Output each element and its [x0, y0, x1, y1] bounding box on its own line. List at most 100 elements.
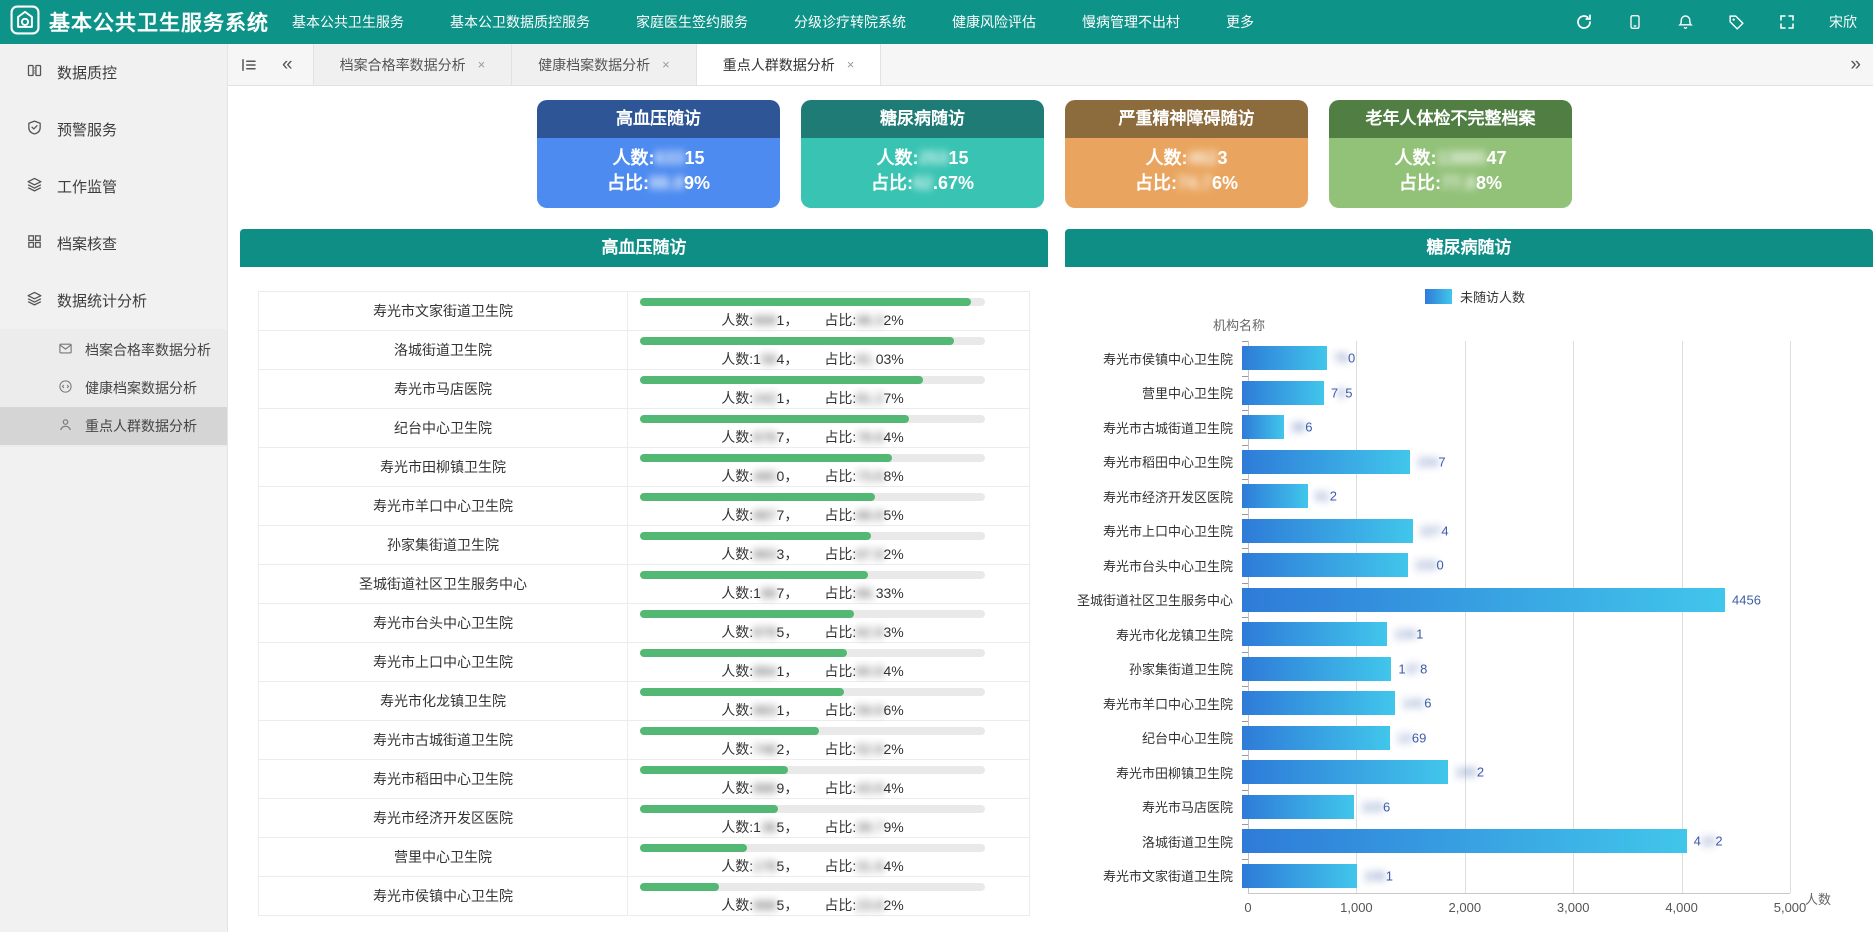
sidebar-subitem-label: 重点人群数据分析 — [85, 418, 197, 434]
row-values: 人数:4800， 占比:73.88% — [627, 448, 1029, 486]
tab-2[interactable]: 健康档案数据分析 × — [512, 44, 697, 85]
value-text: 2% — [883, 741, 904, 757]
scroll-tabs-left-icon[interactable]: « — [282, 53, 293, 75]
chart-category-label: 寿光市化龙镇卫生院 — [1115, 627, 1233, 643]
mobile-icon[interactable] — [1627, 13, 1643, 31]
chart-bar — [1242, 415, 1284, 439]
blurred-value: 62 — [912, 173, 933, 193]
value-text: 7 — [1330, 385, 1339, 401]
bell-icon[interactable] — [1677, 13, 1694, 31]
list-row: 孙家集街道卫生院 人数:8833， 占比:67.82% — [259, 526, 1029, 565]
row-stats-text: 人数:8785， 占比:62.83% — [721, 624, 904, 640]
tab-3[interactable]: 重点人群数据分析 × — [696, 44, 882, 85]
row-values: 人数:1584， 占比:91.03% — [627, 331, 1029, 369]
chart-bar-area: 4456 — [1242, 583, 1784, 618]
work-supervision-icon — [26, 176, 43, 197]
sidebar-item-2[interactable]: 预警服务 — [0, 101, 227, 158]
progress-fill — [640, 883, 720, 891]
tab-close-icon[interactable]: × — [477, 57, 486, 72]
chart-legend[interactable]: 未随访人数 — [1425, 287, 1525, 306]
list-row: 寿光市马店医院 人数:2421， 占比:81.27% — [259, 370, 1029, 409]
header-actions: 宋欣 — [1575, 12, 1873, 32]
blurred-value: 868 — [753, 312, 777, 328]
hospital-name: 寿光市古城街道卫生院 — [373, 732, 513, 748]
hospital-name: 营里中心卫生院 — [394, 849, 492, 865]
nav-item-5[interactable]: 健康风险评估 — [952, 14, 1036, 30]
blurred-value: 13 — [1397, 730, 1412, 746]
chart-bar — [1242, 553, 1408, 577]
nav-item-3[interactable]: 家庭医生签约服务 — [636, 14, 748, 30]
stat-card-2: 糖尿病随访 人数:25315 占比:62.67% — [801, 100, 1044, 208]
nav-item-6[interactable]: 慢病管理不出村 — [1082, 14, 1180, 30]
gridline — [1464, 341, 1466, 893]
chart-bar-area: 1378 — [1242, 652, 1784, 687]
value-text: 4% — [883, 429, 904, 445]
legend-swatch-icon — [1425, 289, 1452, 304]
chart-bar-area: 1416 — [1242, 686, 1784, 721]
nav-item-2[interactable]: 基本公卫数据质控服务 — [450, 14, 590, 30]
blurred-value: 157 — [1419, 523, 1442, 539]
list-row: 寿光市稻田中心卫生院 人数:8889， 占比:43.84% — [259, 760, 1029, 799]
progress-track — [640, 571, 985, 579]
value-text: 4% — [883, 858, 904, 874]
nav-item-7[interactable]: 更多 — [1226, 14, 1254, 30]
blurred-value: 106 — [1364, 868, 1386, 884]
value-text: 0 — [1348, 350, 1356, 366]
blurred-value: 91. — [856, 351, 876, 367]
value-text: 2 — [1476, 764, 1485, 780]
sidebar-item-1[interactable]: 数据质控 — [0, 44, 227, 101]
hospital-name: 寿光市文家街道卫生院 — [373, 303, 513, 319]
scroll-tabs-right-icon[interactable]: » — [1850, 53, 1861, 75]
stat-card-values: 人数:1388547 占比:77.88% — [1329, 138, 1572, 208]
sidebar-subitem-3[interactable]: 重点人群数据分析 — [0, 407, 227, 445]
sidebar-item-5[interactable]: 数据统计分析 — [0, 272, 227, 329]
sidebar-item-3[interactable]: 工作监管 — [0, 158, 227, 215]
value-text: 6 — [1305, 419, 1313, 435]
progress-track — [640, 883, 985, 891]
collapse-tabs-icon[interactable] — [228, 56, 270, 74]
sidebar-item-label: 预警服务 — [57, 122, 118, 139]
chart-band: 寿光市羊口中心卫生院 1416 — [1065, 686, 1790, 721]
progress-fill — [640, 532, 872, 540]
blurred-value: 141 — [1402, 695, 1425, 711]
refresh-icon[interactable] — [1575, 13, 1593, 31]
chart-bar-area: 1530 — [1242, 548, 1784, 583]
stat-card-3: 严重精神障碍随访 人数:4623 占比:74.76% — [1065, 100, 1308, 208]
stat-card-values: 人数:25315 占比:62.67% — [801, 138, 1044, 208]
nav-item-1[interactable]: 基本公共卫生服务 — [292, 14, 404, 30]
blurred-value: 748 — [753, 741, 777, 757]
user-name[interactable]: 宋欣 — [1829, 14, 1857, 30]
tab-close-icon[interactable]: × — [846, 57, 855, 72]
blurred-value: 878 — [753, 429, 777, 445]
list-row: 洛城街道卫生院 人数:1584， 占比:91.03% — [259, 331, 1029, 370]
tab-label: 档案合格率数据分析 — [339, 56, 466, 73]
nav-item-4[interactable]: 分级诊疗转院系统 — [794, 14, 906, 30]
sidebar-item-4[interactable]: 档案核查 — [0, 215, 227, 272]
progress-track — [640, 844, 985, 852]
chart-bar-value: 1341 — [1394, 627, 1423, 642]
tab-label: 健康档案数据分析 — [538, 56, 651, 73]
blurred-value: 462 — [1187, 148, 1218, 168]
value-text: 6 — [1424, 695, 1432, 711]
chart-band: 寿光市稻田中心卫生院 1547 — [1065, 444, 1790, 480]
tab-close-icon[interactable]: × — [662, 57, 670, 72]
sidebar-subitem-label: 健康档案数据分析 — [85, 380, 197, 396]
app-title: 基本公共卫生服务系统 — [49, 12, 269, 35]
chart-bar-area: 4102 — [1242, 824, 1784, 859]
sidebar-subitem-2[interactable]: 健康档案数据分析 — [0, 369, 227, 407]
tab-1[interactable]: 档案合格率数据分析 × — [312, 44, 513, 85]
progress-track — [640, 766, 985, 774]
blurred-value: 39.7 — [856, 819, 884, 835]
chart-category-label: 寿光市台头中心卫生院 — [1102, 558, 1233, 574]
row-stats-text: 人数:8841， 占比:60.84% — [721, 663, 904, 679]
tag-icon[interactable] — [1728, 14, 1745, 31]
chart-bar-value: 1530 — [1415, 558, 1444, 573]
chart-category-label: 寿光市羊口中心卫生院 — [1102, 696, 1233, 712]
chart-band: 寿光市田柳镇卫生院 1902 — [1065, 755, 1790, 790]
row-stats-text: 人数:8831， 占比:59.86% — [721, 702, 904, 718]
top-nav: 基本公共卫生服务 基本公卫数据质控服务 家庭医生签约服务 分级诊疗转院系统 健康风险评估… — [292, 12, 1254, 32]
x-tick-label: 1,000 — [1340, 900, 1373, 915]
value-text: 3% — [883, 624, 904, 640]
fullscreen-icon[interactable] — [1779, 14, 1795, 30]
sidebar-subitem-1[interactable]: 档案合格率数据分析 — [0, 331, 227, 369]
